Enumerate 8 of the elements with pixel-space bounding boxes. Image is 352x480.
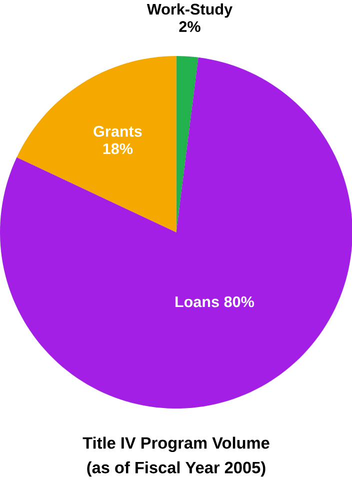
data-label: 80% — [224, 296, 254, 308]
slice-label: Work-Study — [146, 3, 232, 18]
data-label: 18% — [103, 143, 132, 154]
text: (as of Fiscal Year 2005) — [86, 461, 266, 477]
slice-label: Loans — [175, 296, 219, 308]
text: Title IV Program Volume — [82, 436, 270, 452]
data-label: 2% — [178, 21, 200, 32]
slice-label: Grants — [93, 126, 142, 137]
